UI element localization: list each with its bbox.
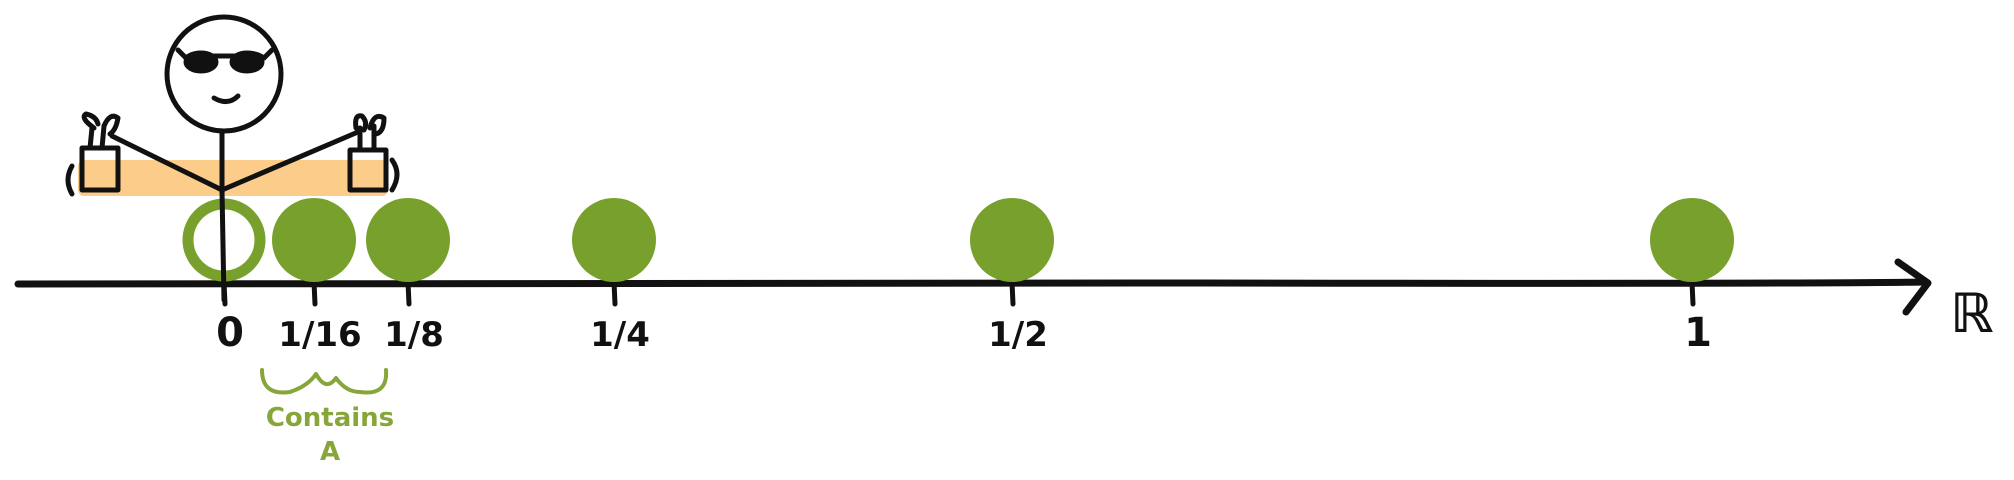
tick-label: 1/8: [384, 315, 444, 355]
stick-figure-with-sunglasses-icon: [65, 14, 400, 303]
tick-label: 1/4: [590, 315, 650, 355]
axis-tick: [611, 279, 618, 307]
annotation-contains-label: Contains: [266, 403, 394, 433]
filled-point: [970, 198, 1054, 282]
axis-tick: [405, 279, 412, 307]
axis-tick: [1689, 279, 1696, 307]
tick-label: 1/2: [988, 315, 1048, 355]
filled-point: [1650, 198, 1734, 282]
axis-tick: [1009, 279, 1016, 307]
filled-point: [366, 198, 450, 282]
axis-label: ℝ: [1950, 282, 1993, 345]
axis-arrowhead-icon: [1894, 258, 1932, 316]
highlight-interval: [78, 160, 388, 196]
tick-label: 1/16: [278, 315, 361, 355]
annotation-set-name-label: A: [320, 437, 340, 467]
filled-point: [572, 198, 656, 282]
axis-tick: [311, 279, 318, 307]
curly-brace-icon: [260, 368, 389, 395]
tick-label: 1: [1684, 310, 1712, 356]
real-axis-line: [14, 278, 1929, 288]
filled-point: [272, 198, 356, 282]
points-layer: [182, 198, 1734, 282]
tick-label: 0: [216, 310, 244, 356]
tick-labels-layer: 0 1/16 1/8 1/4 1/2 1: [216, 310, 1712, 356]
